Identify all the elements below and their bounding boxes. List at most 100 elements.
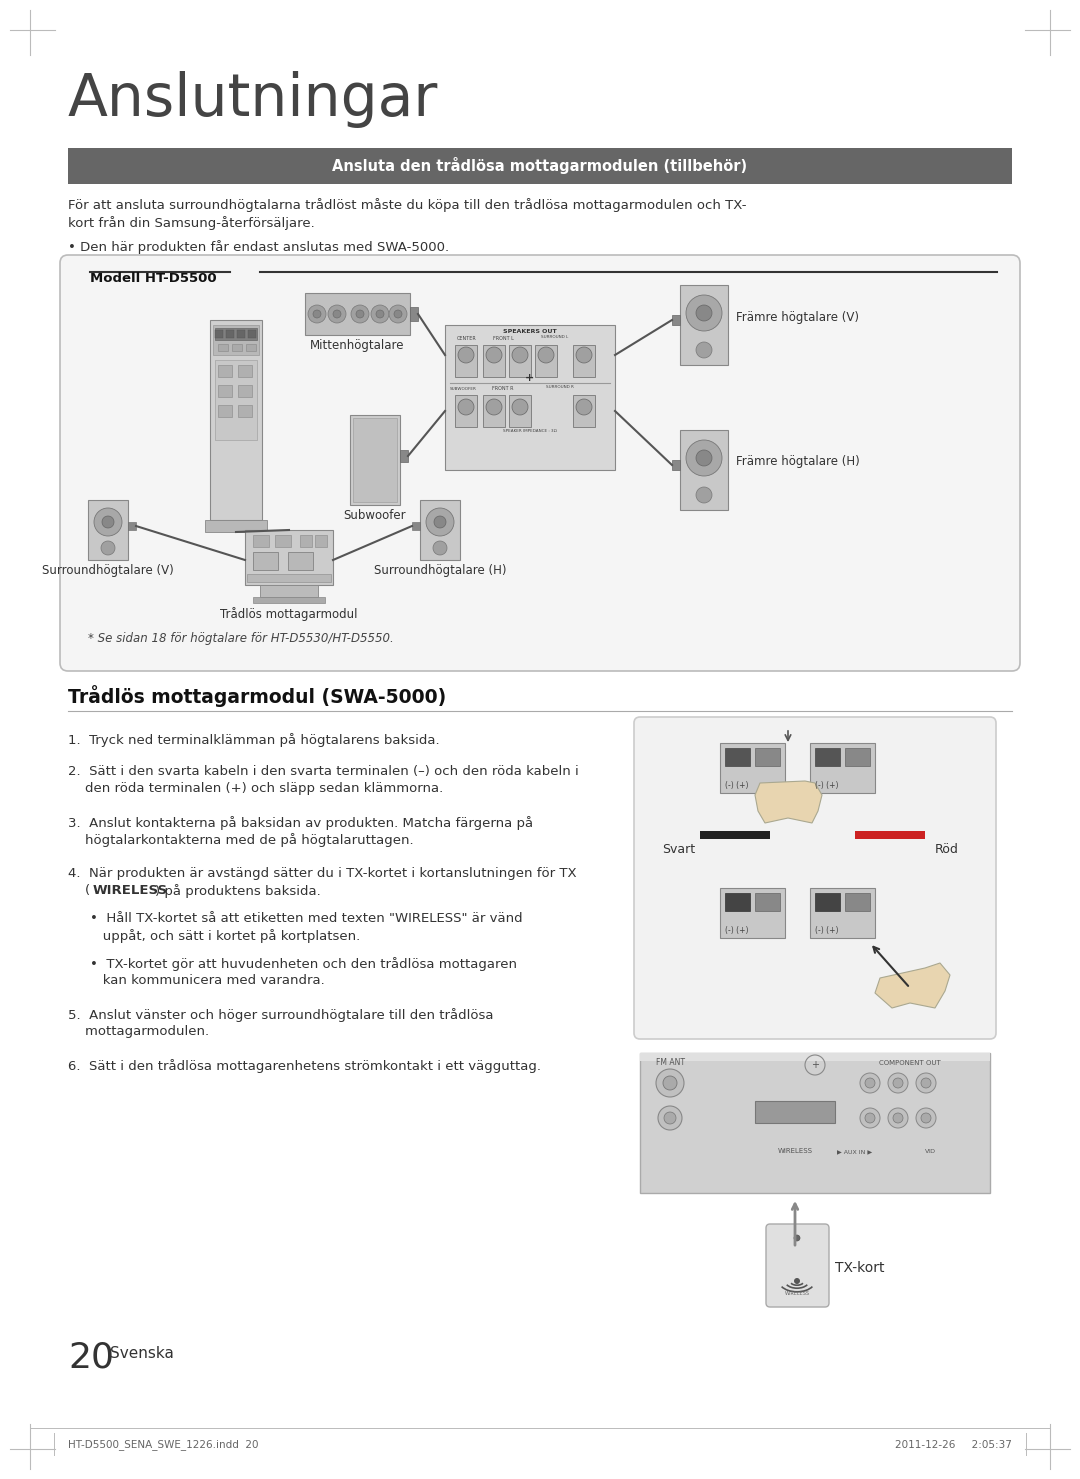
Circle shape (433, 541, 447, 555)
Circle shape (512, 399, 528, 416)
Bar (215, 328, 257, 340)
Bar (573, 395, 595, 427)
Text: COMPONENT OUT: COMPONENT OUT (879, 1060, 941, 1066)
Text: SURROUND R: SURROUND R (546, 385, 573, 389)
Bar (205, 521, 267, 532)
Bar (420, 500, 460, 561)
Circle shape (576, 348, 592, 362)
Circle shape (696, 342, 712, 358)
Bar (213, 325, 259, 355)
Bar (68, 148, 1012, 183)
Text: VID: VID (924, 1149, 935, 1154)
Circle shape (888, 1072, 908, 1093)
Bar (215, 330, 222, 339)
Text: * Se sidan 18 för högtalare för HT-D5530/HT-D5550.: * Se sidan 18 för högtalare för HT-D5530… (87, 632, 394, 645)
Bar (275, 535, 291, 547)
Circle shape (486, 399, 502, 416)
Bar (640, 1053, 990, 1194)
Circle shape (893, 1078, 903, 1089)
Bar (246, 345, 256, 351)
Bar (672, 315, 680, 325)
Text: 20: 20 (68, 1340, 114, 1374)
Bar (725, 893, 750, 911)
Circle shape (434, 516, 446, 528)
Circle shape (794, 1278, 800, 1284)
Circle shape (356, 311, 364, 318)
Text: •  Håll TX-kortet så att etiketten med texten "WIRELESS" är vänd: • Håll TX-kortet så att etiketten med te… (90, 913, 523, 924)
Bar (232, 345, 242, 351)
Bar (755, 748, 780, 766)
Bar (218, 365, 232, 377)
Bar (350, 416, 400, 504)
Text: ) på produktens baksida.: ) på produktens baksida. (156, 884, 321, 898)
Bar (253, 535, 269, 547)
Text: 2.  Sätt i den svarta kabeln i den svarta terminalen (–) och den röda kabeln i: 2. Sätt i den svarta kabeln i den svarta… (68, 765, 579, 778)
Circle shape (313, 311, 321, 318)
Bar (672, 460, 680, 470)
Circle shape (328, 305, 346, 322)
Bar (855, 831, 924, 839)
Bar (755, 1100, 835, 1123)
Text: mottagarmodulen.: mottagarmodulen. (68, 1025, 210, 1038)
Bar (87, 500, 129, 561)
Text: Svenska: Svenska (110, 1346, 174, 1361)
Text: 3.  Anslut kontakterna på baksidan av produkten. Matcha färgerna på: 3. Anslut kontakterna på baksidan av pro… (68, 816, 534, 830)
Bar (238, 365, 252, 377)
Bar (300, 535, 312, 547)
Text: den röda terminalen (+) och släpp sedan klämmorna.: den röda terminalen (+) och släpp sedan … (68, 782, 443, 796)
Text: Anslutningar: Anslutningar (68, 71, 438, 129)
Text: • Den här produkten får endast anslutas med SWA-5000.: • Den här produkten får endast anslutas … (68, 240, 449, 254)
Bar (218, 405, 232, 417)
FancyBboxPatch shape (766, 1225, 829, 1307)
Circle shape (458, 348, 474, 362)
Bar (210, 319, 262, 521)
Bar (755, 893, 780, 911)
Bar (218, 345, 228, 351)
Text: •  TX-kortet gör att huvudenheten och den trådlösa mottagaren: • TX-kortet gör att huvudenheten och den… (90, 957, 517, 972)
Circle shape (576, 399, 592, 416)
Bar (455, 345, 477, 377)
Text: (-) (+): (-) (+) (726, 926, 748, 935)
Text: För att ansluta surroundhögtalarna trådlöst måste du köpa till den trådlösa mott: För att ansluta surroundhögtalarna trådl… (68, 198, 746, 211)
Text: SPEAKER IMPEDANCE : 3Ω: SPEAKER IMPEDANCE : 3Ω (503, 429, 557, 433)
Bar (640, 1053, 990, 1060)
Bar (353, 419, 397, 501)
Circle shape (658, 1106, 681, 1130)
Text: +: + (525, 373, 535, 383)
Circle shape (308, 305, 326, 322)
Text: kort från din Samsung-återförsäljare.: kort från din Samsung-återförsäljare. (68, 216, 314, 229)
Circle shape (696, 305, 712, 321)
Bar (400, 450, 408, 461)
Bar (725, 748, 750, 766)
Circle shape (794, 1235, 800, 1241)
Circle shape (865, 1078, 875, 1089)
Text: WIRELESS: WIRELESS (784, 1291, 810, 1296)
Bar (410, 308, 418, 321)
Circle shape (94, 507, 122, 535)
Circle shape (351, 305, 369, 322)
Bar (238, 405, 252, 417)
Text: Modell HT-D5500: Modell HT-D5500 (90, 272, 217, 285)
Bar (680, 430, 728, 510)
Text: SPEAKERS OUT: SPEAKERS OUT (503, 328, 557, 334)
Text: (-) (+): (-) (+) (815, 926, 839, 935)
Text: 2011-12-26     2:05:37: 2011-12-26 2:05:37 (895, 1441, 1012, 1449)
Text: Ansluta den trådlösa mottagarmodulen (tillbehör): Ansluta den trådlösa mottagarmodulen (ti… (333, 157, 747, 175)
Bar (305, 293, 410, 336)
Circle shape (686, 294, 723, 331)
Bar (680, 285, 728, 365)
Circle shape (916, 1072, 936, 1093)
Text: 4.  När produkten är avstängd sätter du i TX-kortet i kortanslutningen för TX: 4. När produkten är avstängd sätter du i… (68, 867, 577, 880)
FancyBboxPatch shape (60, 254, 1020, 671)
Bar (845, 748, 870, 766)
Text: +: + (811, 1060, 819, 1069)
Bar (509, 395, 531, 427)
Text: 1.  Tryck ned terminalklämman på högtalarens baksida.: 1. Tryck ned terminalklämman på högtalar… (68, 734, 440, 747)
Bar (700, 831, 770, 839)
Circle shape (333, 311, 341, 318)
Circle shape (888, 1108, 908, 1128)
Text: FM ANT: FM ANT (656, 1057, 685, 1066)
Text: Svart: Svart (662, 843, 696, 856)
Circle shape (860, 1072, 880, 1093)
Text: 6.  Sätt i den trådlösa mottagarenhetens strömkontakt i ett vägguttag.: 6. Sätt i den trådlösa mottagarenhetens … (68, 1059, 541, 1072)
